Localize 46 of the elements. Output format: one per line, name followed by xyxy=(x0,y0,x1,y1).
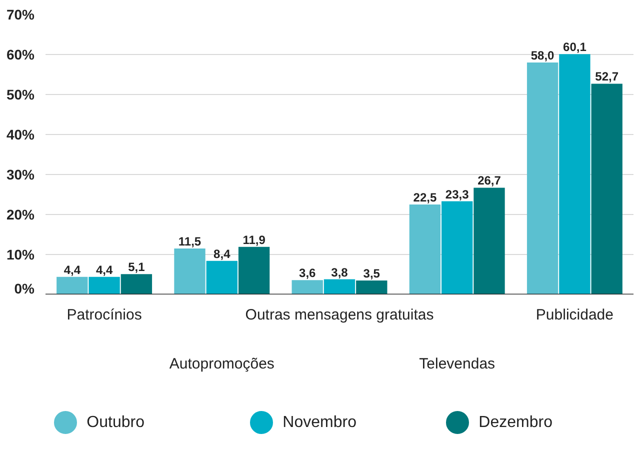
bar xyxy=(559,54,590,294)
bar xyxy=(206,260,238,294)
data-label: 60,1 xyxy=(563,40,587,54)
data-label: 3,8 xyxy=(331,265,348,280)
legend-label: Novembro xyxy=(282,414,357,431)
data-label: 58,0 xyxy=(530,48,555,62)
bar xyxy=(56,276,88,294)
y-tick-label: 20% xyxy=(6,206,36,222)
y-tick-label: 0% xyxy=(14,280,36,296)
data-label: 4,4 xyxy=(64,262,81,277)
bar xyxy=(591,84,622,294)
bar xyxy=(120,274,152,294)
bar xyxy=(442,201,473,294)
bar xyxy=(474,188,505,294)
bar xyxy=(174,248,206,294)
data-label: 5,1 xyxy=(128,260,146,274)
x-tick-label: Patrocínios xyxy=(66,306,142,324)
data-label: 4,4 xyxy=(96,262,113,277)
data-label: 8,4 xyxy=(214,246,231,261)
data-label: 11,9 xyxy=(242,232,266,247)
data-label: 26,7 xyxy=(478,174,502,188)
bar xyxy=(409,204,441,294)
bar xyxy=(292,280,323,294)
y-tick-label: 40% xyxy=(6,126,36,142)
x-tick-label: Publicidade xyxy=(536,306,614,324)
bar xyxy=(88,276,120,294)
bar xyxy=(324,279,356,294)
data-label: 11,5 xyxy=(178,234,202,248)
legend-label: Outubro xyxy=(86,414,145,431)
data-label: 3,5 xyxy=(363,266,380,280)
x-tick-label: Televendas xyxy=(419,355,496,372)
data-label: 52,7 xyxy=(595,70,619,84)
x-tick-label: Autopromoções xyxy=(169,355,274,372)
bar xyxy=(238,246,270,294)
data-label: 3,6 xyxy=(299,266,316,280)
y-tick-label: 10% xyxy=(6,246,36,262)
y-tick-label: 50% xyxy=(6,86,36,102)
legend-label: Dezembro xyxy=(478,414,553,431)
data-label: 22,5 xyxy=(413,190,437,204)
y-tick-label: 70% xyxy=(6,6,36,22)
y-tick-label: 30% xyxy=(6,166,36,182)
bar xyxy=(526,62,558,294)
y-tick-label: 60% xyxy=(6,46,36,62)
bar xyxy=(356,280,388,294)
data-label: 23,3 xyxy=(445,187,470,202)
x-tick-label: Outras mensagens gratuitas xyxy=(245,306,434,324)
